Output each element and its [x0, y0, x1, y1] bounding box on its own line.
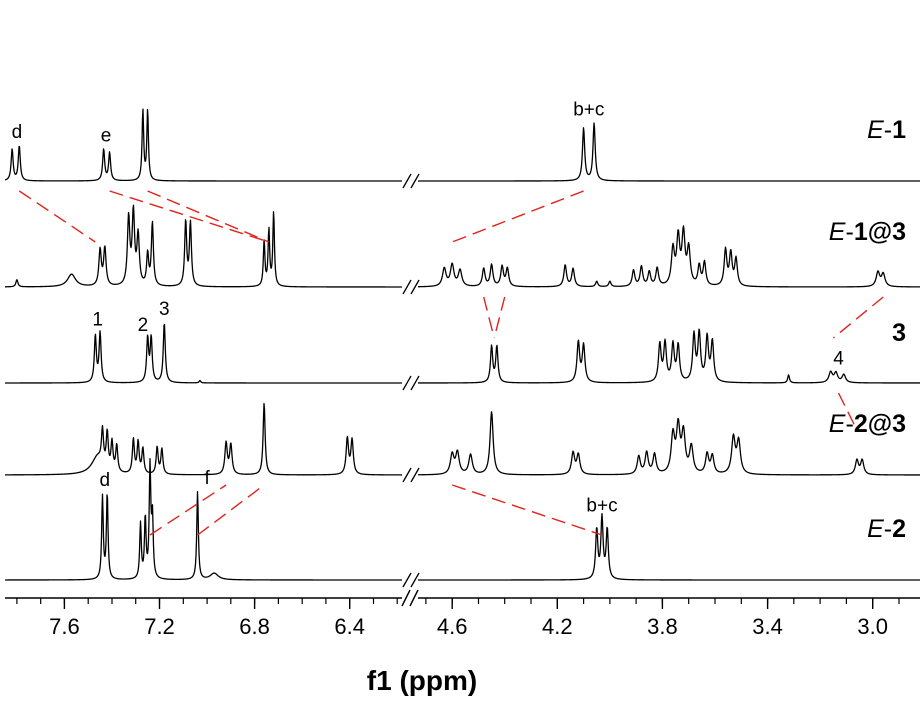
spectrum-label: E-1@3 [829, 218, 906, 246]
spectrum-label: E-1 [867, 116, 906, 144]
axis-break-mark [409, 589, 419, 607]
peak-annotation: d [12, 122, 23, 143]
spectrum-trace [417, 225, 921, 288]
peak-annotation: 2 [138, 315, 149, 336]
correlation-line [483, 296, 495, 339]
axis-break-mark [410, 375, 420, 391]
spectrum-label-part: - [884, 515, 892, 543]
spectrum-traces [4, 108, 921, 588]
correlation-line [18, 190, 96, 243]
spectrum-trace [4, 204, 403, 288]
peak-annotation: 4 [833, 349, 844, 370]
correlation-line [832, 296, 884, 339]
spectrum-trace [4, 458, 403, 581]
tick-label: 6.8 [239, 614, 270, 639]
tick-label: 6.4 [334, 614, 365, 639]
spectrum-label-part: E [829, 218, 846, 246]
x-axis: 7.6 7.2 6.8 6.4 4.6 4.2 3.8 3.4 3.0 [5, 589, 920, 639]
spectrum-label-part: - [845, 410, 853, 438]
spectrum-label-part: 1@3 [854, 218, 906, 246]
spectrum-label: 3 [892, 319, 906, 347]
correlation-line [837, 392, 858, 431]
tick-label: 7.2 [144, 614, 175, 639]
peak-correlation-lines [18, 190, 884, 536]
spectrum-label: E-2 [867, 515, 906, 543]
spectrum-label-part: - [845, 218, 853, 246]
peak-annotation: b+c [586, 496, 617, 517]
axis-break-mark [402, 173, 412, 189]
axis-break-mark [402, 467, 412, 483]
tick-label: 3.4 [752, 614, 783, 639]
tick-label: 4.2 [542, 614, 573, 639]
spectrum-trace [4, 323, 403, 384]
axis-break-mark [410, 279, 420, 295]
correlation-line [493, 296, 506, 339]
spectrum-label-part: - [884, 116, 892, 144]
spectrum-label-part: 2@3 [854, 410, 906, 438]
peak-annotation: d [100, 470, 111, 491]
spectrum-trace [417, 328, 921, 384]
spectrum-label-part: 2 [892, 515, 906, 543]
peak-annotations: d e b+c 1 23 4 d f b+c [12, 100, 845, 517]
spectrum-trace [417, 513, 921, 581]
correlation-line [197, 484, 265, 536]
x-axis-title: f1 (ppm) [367, 665, 477, 696]
spectrum-label-part: E [867, 116, 884, 144]
correlation-line [451, 190, 584, 243]
peak-annotation: e [101, 126, 112, 147]
axis-break-mark [402, 279, 412, 295]
spectrum-label-part: 1 [892, 116, 906, 144]
spectrum-label-part: E [867, 515, 884, 543]
peak-annotation: f [204, 468, 210, 489]
spectrum-label: E-2@3 [829, 410, 906, 438]
spectrum-label-part: E [829, 410, 846, 438]
spectrum-trace [4, 108, 403, 182]
spectrum-trace [417, 411, 921, 476]
tick-label: 7.6 [49, 614, 80, 639]
axis-break-mark [410, 572, 420, 588]
peak-annotation: b+c [573, 100, 604, 121]
correlation-line [451, 484, 603, 536]
tick-label: 3.8 [647, 614, 678, 639]
axis-break-mark [410, 467, 420, 483]
axis-break-mark [402, 572, 412, 588]
correlation-line [147, 190, 270, 243]
correlation-line [109, 190, 270, 243]
peak-annotation: 1 [92, 309, 103, 330]
tick-label: 3.0 [857, 614, 888, 639]
peak-annotation: 3 [159, 299, 170, 320]
spectrum-labels: E-1E-1@33E-2@3E-2 [829, 116, 906, 543]
axis-break-mark [402, 375, 412, 391]
spectrum-trace [417, 122, 921, 182]
spectrum-label-part: 3 [892, 319, 906, 347]
spectrum-trace [4, 402, 403, 476]
tick-label: 4.6 [437, 614, 468, 639]
axis-break-mark [410, 173, 420, 189]
axis-break-mark [401, 589, 411, 607]
correlation-line [149, 484, 227, 536]
